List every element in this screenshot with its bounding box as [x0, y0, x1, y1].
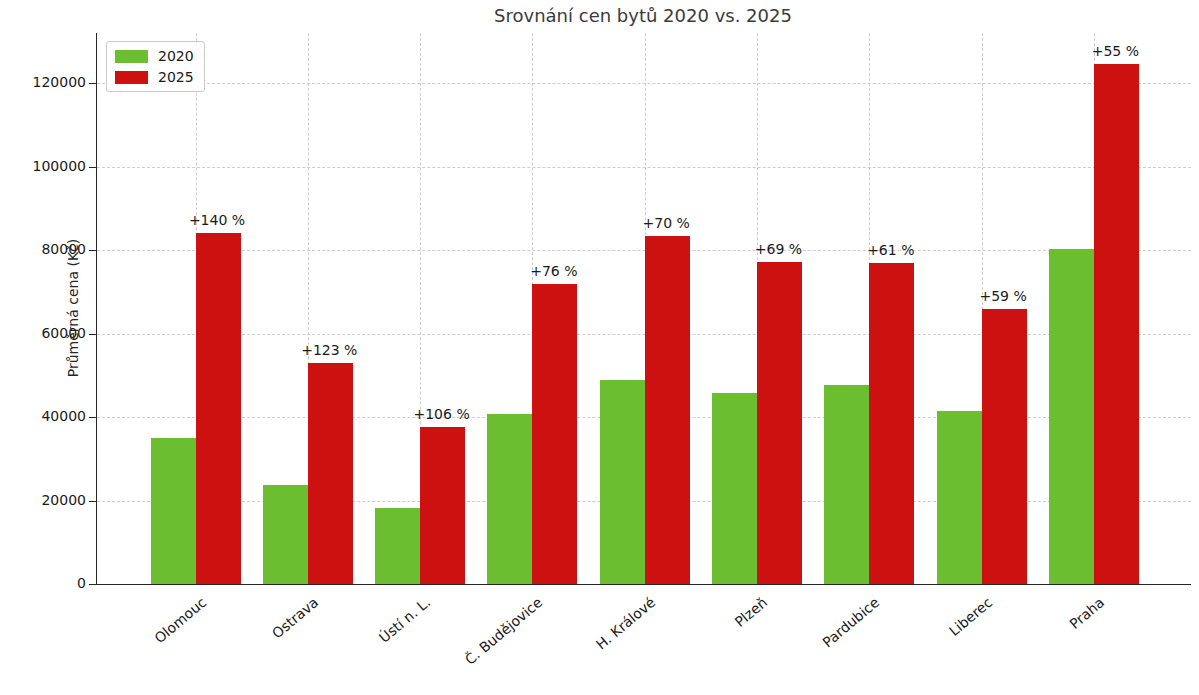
y-tick-mark-80000	[89, 250, 96, 251]
y-tick-label-40000: 40000	[6, 408, 86, 424]
pct-annotation-4: +76 %	[494, 263, 614, 279]
pct-annotation-8: +59 %	[943, 288, 1063, 304]
bar-2020-5	[600, 380, 645, 585]
x-category-label-2: Ostrava	[142, 594, 321, 695]
y-tick-label-100000: 100000	[6, 158, 86, 174]
chart-title: Srovnání cen bytů 2020 vs. 2025	[96, 5, 1190, 26]
bar-2025-3	[420, 427, 465, 584]
y-tick-label-80000: 80000	[6, 241, 86, 257]
bar-2025-7	[869, 263, 914, 584]
pct-annotation-3: +106 %	[382, 406, 502, 422]
y-tick-mark-0	[89, 584, 96, 585]
y-axis-label: Průměrná cena (Kč)	[65, 178, 81, 438]
legend-swatch-2020	[115, 50, 148, 63]
y-tick-label-0: 0	[6, 575, 86, 591]
y-tick-mark-40000	[89, 417, 96, 418]
legend: 2020 2025	[106, 41, 205, 92]
y-tick-mark-60000	[89, 334, 96, 335]
plot-area	[96, 33, 1191, 585]
bar-2020-8	[937, 411, 982, 584]
bar-2020-6	[712, 393, 757, 584]
y-tick-mark-120000	[89, 83, 96, 84]
pct-annotation-1: +140 %	[157, 212, 277, 228]
legend-item-2020: 2020	[115, 48, 194, 64]
x-category-label-4: Č. Budějovice	[367, 594, 546, 695]
y-tick-mark-100000	[89, 167, 96, 168]
x-category-label-1: Olomouc	[30, 594, 209, 695]
pct-annotation-9: +55 %	[1055, 43, 1175, 59]
bar-2020-2	[263, 485, 308, 584]
y-tick-label-60000: 60000	[6, 325, 86, 341]
bar-2025-8	[982, 309, 1027, 585]
pct-annotation-6: +69 %	[719, 241, 839, 257]
bar-2025-2	[308, 363, 353, 584]
x-category-label-5: H. Králové	[479, 594, 658, 695]
y-tick-label-20000: 20000	[6, 492, 86, 508]
x-category-label-9: Praha	[928, 594, 1107, 695]
bar-2025-1	[196, 233, 241, 584]
pct-annotation-5: +70 %	[606, 215, 726, 231]
y-tick-label-120000: 120000	[6, 74, 86, 90]
x-category-label-7: Pardubice	[704, 594, 883, 695]
bar-2020-4	[487, 414, 532, 584]
x-category-label-3: Ústí n. L.	[255, 594, 434, 695]
bar-2025-5	[645, 236, 690, 584]
legend-item-2025: 2025	[115, 69, 194, 85]
bar-2020-3	[375, 508, 420, 584]
legend-label-2020: 2020	[158, 48, 194, 64]
bar-2020-1	[151, 438, 196, 584]
pct-annotation-7: +61 %	[831, 242, 951, 258]
legend-swatch-2025	[115, 71, 148, 84]
bar-2020-7	[824, 385, 869, 585]
bar-2025-9	[1094, 64, 1139, 584]
pct-annotation-2: +123 %	[269, 342, 389, 358]
legend-label-2025: 2025	[158, 69, 194, 85]
bar-2025-6	[757, 262, 802, 584]
x-category-label-8: Liberec	[816, 594, 995, 695]
bar-2025-4	[532, 284, 577, 584]
figure: Srovnání cen bytů 2020 vs. 2025 Průměrná…	[0, 0, 1199, 695]
x-category-label-6: Plzeň	[591, 594, 770, 695]
y-tick-mark-20000	[89, 501, 96, 502]
